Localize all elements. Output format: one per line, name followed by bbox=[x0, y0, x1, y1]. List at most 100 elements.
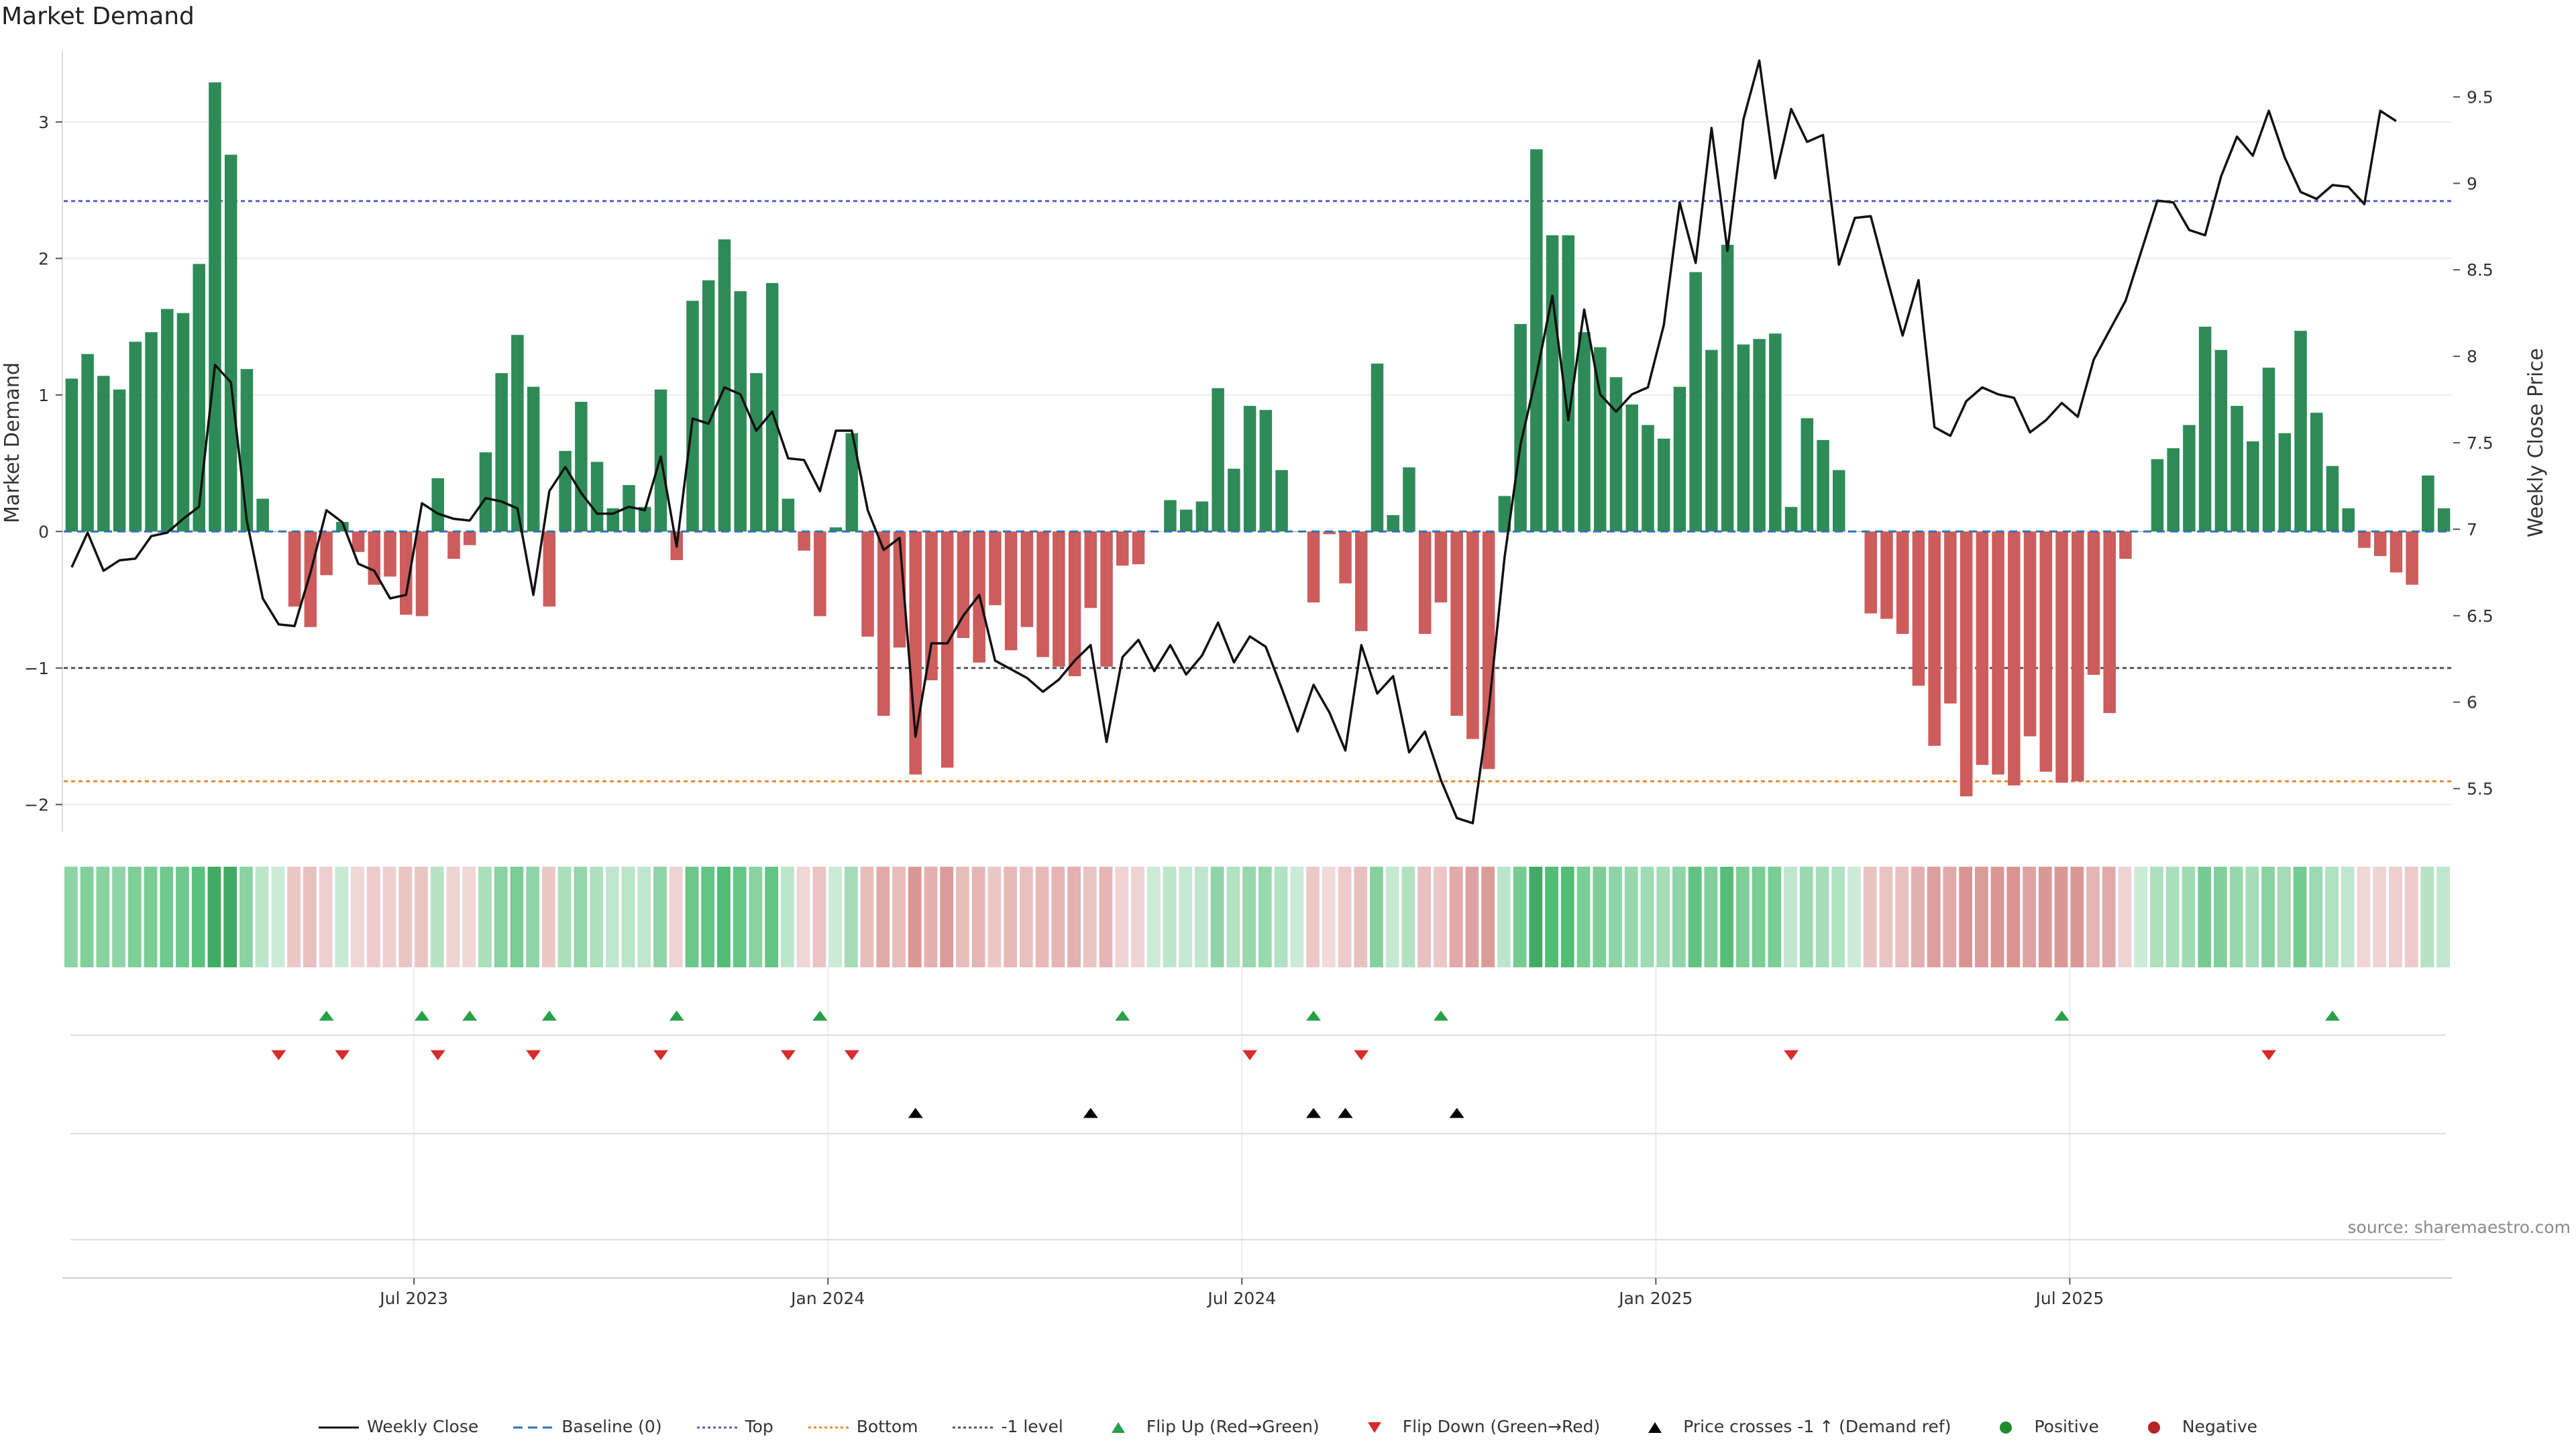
heat-strip-cell bbox=[1895, 867, 1909, 967]
heat-strip-cell bbox=[590, 867, 603, 967]
flip-up-marker bbox=[1306, 1010, 1322, 1021]
heat-strip-cell bbox=[1370, 867, 1383, 967]
demand-bar bbox=[2278, 433, 2292, 532]
demand-bar bbox=[176, 313, 190, 532]
demand-bar bbox=[845, 433, 859, 532]
demand-bar bbox=[304, 531, 317, 627]
legend-item: Flip Up (Red→Green) bbox=[1098, 1417, 1320, 1436]
demand-bar bbox=[1259, 410, 1273, 532]
legend-label: Flip Up (Red→Green) bbox=[1146, 1416, 1320, 1436]
heat-strip-cell bbox=[96, 867, 110, 967]
price-cross-marker bbox=[1338, 1108, 1353, 1118]
flip-up-marker bbox=[669, 1010, 684, 1021]
heat-strip-cell bbox=[2420, 867, 2434, 967]
demand-bar bbox=[2326, 466, 2339, 532]
heat-strip-cell bbox=[526, 867, 539, 967]
demand-bar bbox=[686, 301, 699, 532]
heat-strip-cell bbox=[1401, 867, 1415, 967]
demand-bar bbox=[527, 386, 540, 532]
flip-down-marker bbox=[653, 1050, 668, 1061]
flip-down-marker bbox=[271, 1050, 286, 1061]
demand-bar bbox=[1291, 531, 1304, 532]
demand-bar bbox=[1594, 347, 1607, 532]
y2-tick-label: 6 bbox=[2467, 693, 2477, 712]
heat-strip-cell bbox=[1035, 867, 1049, 967]
heat-strip-cell bbox=[1226, 867, 1240, 967]
y-tick-label: −1 bbox=[24, 659, 49, 678]
legend-item: Top bbox=[696, 1417, 773, 1436]
demand-bar bbox=[1689, 272, 1702, 532]
flip-up-marker bbox=[462, 1010, 478, 1021]
heat-strip-cell bbox=[637, 867, 651, 967]
legend-label: Negative bbox=[2182, 1416, 2258, 1436]
flip-down-marker bbox=[2261, 1050, 2277, 1061]
demand-bar bbox=[1864, 531, 1877, 614]
heat-strip-cell bbox=[1688, 867, 1702, 967]
price-cross-marker bbox=[908, 1108, 923, 1118]
weekly-close-line bbox=[70, 59, 2397, 824]
heat-strip-cell bbox=[1911, 867, 1925, 967]
demand-bar bbox=[1004, 531, 1018, 651]
heat-strip-cell bbox=[781, 867, 794, 967]
heat-strip-cell bbox=[1975, 867, 1988, 967]
heat-strip-cell bbox=[255, 867, 269, 967]
demand-bar bbox=[782, 498, 795, 532]
demand-bar bbox=[1068, 531, 1081, 676]
demand-bar bbox=[240, 369, 254, 532]
demand-bar bbox=[2072, 531, 2084, 782]
heat-strip-cell bbox=[2198, 867, 2211, 967]
heat-strip-cell bbox=[621, 867, 635, 967]
demand-bar bbox=[941, 531, 954, 768]
x-tick-label: Jul 2024 bbox=[1206, 1289, 1276, 1308]
demand-bar bbox=[447, 531, 460, 559]
demand-bar bbox=[1020, 531, 1034, 627]
heat-strip-cell bbox=[494, 867, 508, 967]
demand-bar bbox=[2231, 406, 2243, 532]
demand-bar bbox=[1179, 509, 1193, 532]
heat-strip-cell bbox=[1609, 867, 1622, 967]
demand-bar bbox=[1817, 439, 1829, 532]
y2-axis-label: Weekly Close Price bbox=[2524, 348, 2548, 537]
demand-bar bbox=[861, 531, 874, 637]
heat-strip-cell bbox=[2038, 867, 2052, 967]
heat-strip-cell bbox=[1560, 867, 1574, 967]
heat-strip-cell bbox=[1497, 867, 1511, 967]
heat-strip-cell bbox=[478, 867, 492, 967]
demand-bar bbox=[1578, 332, 1591, 532]
demand-bar bbox=[1530, 149, 1543, 532]
heat-strip-cell bbox=[1768, 867, 1782, 967]
y2-tick-label: 9 bbox=[2467, 174, 2477, 193]
legend-label: Price crosses -1 ↑ (Demand ref) bbox=[1683, 1416, 1951, 1436]
demand-bar bbox=[718, 239, 731, 532]
legend-label: Positive bbox=[2034, 1416, 2099, 1436]
legend-item: Bottom bbox=[808, 1417, 918, 1436]
heat-strip-cell bbox=[2150, 867, 2163, 967]
demand-bar bbox=[2055, 531, 2068, 783]
flip-up-marker bbox=[541, 1010, 557, 1021]
heat-strip-cell bbox=[2404, 867, 2418, 967]
x-tick-label: Jan 2024 bbox=[790, 1289, 865, 1308]
heat-strip-cell bbox=[2293, 867, 2307, 967]
demand-bar bbox=[495, 373, 508, 532]
heat-strip-cell bbox=[1099, 867, 1113, 967]
heat-strip-cell bbox=[2309, 867, 2323, 967]
demand-bar bbox=[1275, 470, 1288, 532]
heat-strip-cell bbox=[1004, 867, 1017, 967]
heat-strip-cell bbox=[1306, 867, 1320, 967]
heat-strip-cell bbox=[398, 867, 413, 967]
demand-bar bbox=[113, 389, 126, 532]
heat-strip-cell bbox=[127, 867, 142, 967]
heat-strip-cell bbox=[717, 867, 731, 967]
heat-strip-cell bbox=[1146, 867, 1161, 967]
demand-bar bbox=[877, 531, 890, 716]
flip-up-marker bbox=[2325, 1010, 2340, 1021]
demand-bar bbox=[352, 531, 365, 552]
demand-bar bbox=[765, 282, 779, 532]
y2-tick-label: 8.5 bbox=[2467, 260, 2493, 280]
demand-bar bbox=[1673, 386, 1686, 532]
demand-bar bbox=[2008, 531, 2021, 786]
heat-strip-cell bbox=[2389, 867, 2402, 967]
flip-down-marker bbox=[335, 1050, 350, 1061]
heat-strip-cell bbox=[1990, 867, 2004, 967]
demand-bar bbox=[1657, 438, 1670, 532]
